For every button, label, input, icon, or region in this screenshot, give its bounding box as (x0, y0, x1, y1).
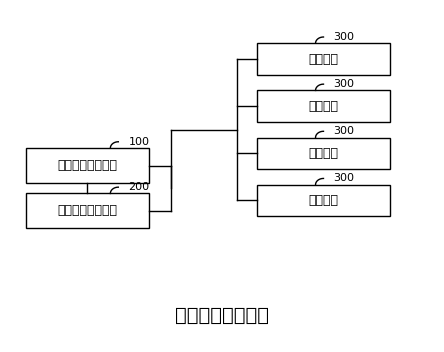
Bar (26, 148, 149, 183)
Text: 300: 300 (333, 126, 355, 136)
Text: 300: 300 (333, 174, 355, 183)
Text: 走航终端: 走航终端 (309, 194, 338, 207)
Text: 200: 200 (128, 182, 150, 192)
Text: 走航终端: 走航终端 (309, 52, 338, 65)
Bar (257, 185, 390, 216)
Text: 环境智能监控系统: 环境智能监控系统 (175, 306, 269, 325)
Text: 走航车调度子系统: 走航车调度子系统 (57, 205, 117, 218)
Bar (26, 194, 149, 228)
Text: 走航终端: 走航终端 (309, 147, 338, 160)
Bar (257, 138, 390, 169)
Bar (257, 90, 390, 122)
Text: 污染源管理子系统: 污染源管理子系统 (57, 159, 117, 172)
Text: 300: 300 (333, 32, 355, 42)
Text: 300: 300 (333, 79, 355, 89)
Bar (257, 43, 390, 75)
Text: 走航终端: 走航终端 (309, 100, 338, 113)
Text: 100: 100 (128, 137, 150, 147)
